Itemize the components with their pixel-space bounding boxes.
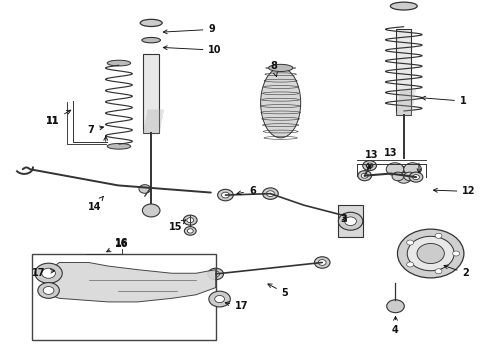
- Text: 5: 5: [268, 284, 289, 298]
- Circle shape: [397, 229, 464, 278]
- Circle shape: [435, 269, 442, 274]
- Text: 11: 11: [46, 110, 71, 126]
- Circle shape: [413, 175, 419, 180]
- Text: 13: 13: [384, 148, 397, 158]
- Ellipse shape: [142, 37, 160, 43]
- Text: 13: 13: [365, 150, 379, 169]
- Circle shape: [218, 189, 233, 201]
- Bar: [32, 253, 216, 339]
- Bar: [144, 54, 159, 134]
- Bar: [338, 205, 363, 237]
- Circle shape: [35, 263, 62, 283]
- Text: 17: 17: [32, 267, 54, 278]
- Circle shape: [187, 218, 194, 223]
- Circle shape: [263, 188, 278, 199]
- Circle shape: [386, 163, 404, 176]
- Circle shape: [318, 260, 326, 265]
- Text: 10: 10: [163, 45, 222, 55]
- Ellipse shape: [107, 143, 131, 149]
- Text: 2: 2: [444, 265, 469, 278]
- Circle shape: [407, 236, 454, 271]
- Circle shape: [38, 283, 59, 298]
- Circle shape: [209, 291, 230, 307]
- Circle shape: [435, 233, 442, 238]
- Circle shape: [396, 172, 411, 183]
- Circle shape: [208, 268, 223, 280]
- Text: 6: 6: [237, 186, 256, 196]
- Ellipse shape: [107, 60, 131, 66]
- Text: 14: 14: [88, 196, 103, 212]
- Circle shape: [392, 172, 404, 181]
- Ellipse shape: [269, 64, 293, 72]
- Text: 7: 7: [88, 125, 103, 135]
- Circle shape: [184, 226, 196, 235]
- Circle shape: [404, 172, 416, 181]
- Text: 9: 9: [163, 24, 215, 35]
- Circle shape: [344, 217, 356, 226]
- Text: 3: 3: [341, 215, 347, 224]
- Circle shape: [387, 300, 404, 313]
- Bar: [396, 30, 411, 116]
- Circle shape: [139, 185, 151, 193]
- Circle shape: [361, 173, 368, 178]
- Circle shape: [417, 243, 444, 264]
- Text: 16: 16: [107, 239, 128, 252]
- Circle shape: [404, 163, 421, 176]
- Text: 11: 11: [46, 116, 59, 126]
- Text: 16: 16: [115, 238, 128, 248]
- Circle shape: [407, 262, 414, 267]
- Ellipse shape: [391, 2, 417, 10]
- Text: 17: 17: [225, 301, 249, 311]
- Text: 15: 15: [169, 220, 186, 231]
- Circle shape: [409, 172, 423, 182]
- Circle shape: [42, 268, 55, 278]
- Ellipse shape: [140, 19, 162, 27]
- Circle shape: [366, 163, 373, 168]
- Circle shape: [183, 215, 197, 225]
- Circle shape: [363, 161, 376, 171]
- Circle shape: [187, 229, 193, 233]
- Text: 8: 8: [270, 60, 277, 77]
- Polygon shape: [49, 262, 216, 302]
- Circle shape: [338, 212, 363, 230]
- Circle shape: [358, 171, 371, 181]
- Circle shape: [43, 287, 54, 294]
- Text: 12: 12: [434, 186, 476, 197]
- Circle shape: [221, 192, 229, 198]
- Circle shape: [453, 251, 460, 256]
- Circle shape: [143, 204, 160, 217]
- Circle shape: [215, 296, 224, 303]
- Text: 1: 1: [422, 96, 467, 106]
- Ellipse shape: [261, 68, 301, 138]
- Circle shape: [315, 257, 330, 268]
- Text: 4: 4: [392, 316, 399, 335]
- Circle shape: [267, 191, 274, 197]
- Circle shape: [212, 271, 220, 277]
- Ellipse shape: [394, 167, 414, 172]
- Circle shape: [407, 240, 414, 245]
